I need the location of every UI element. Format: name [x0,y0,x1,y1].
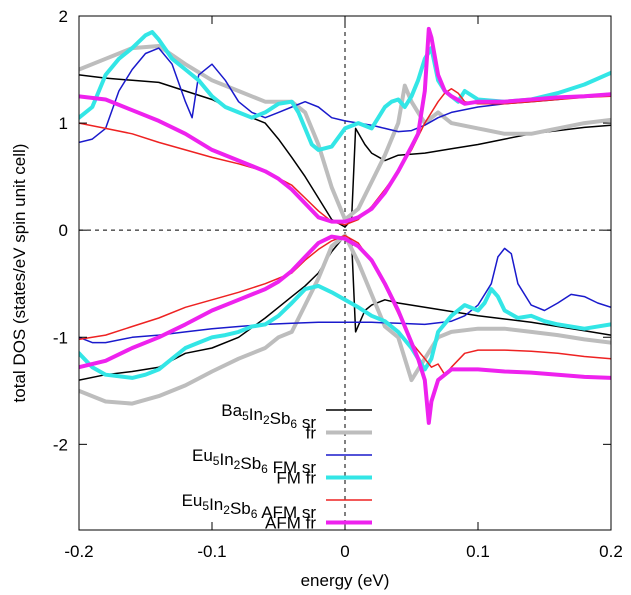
legend-label-ba5in2sb6-sr: Ba5In2Sb6 sr [221,401,316,432]
y-tick-label: 1 [59,114,68,133]
legend-label-eu5in2sb6-fm-sr: Eu5In2Sb6 FM sr [192,446,316,477]
series-line-eu5in2sb6-afm-sr-up [79,88,611,226]
x-tick-label: -0.2 [64,542,93,561]
series-line-eu5in2sb6-fm-sr-up [79,47,611,144]
series-line-afm-fr-up [79,26,611,224]
x-axis-title: energy (eV) [301,571,390,590]
series-line-fr-down [79,233,611,406]
x-tick-label: -0.1 [197,542,226,561]
x-tick-label: 0.2 [599,542,623,561]
series-line-fr-up [79,44,611,222]
legend-label-eu5in2sb6-afm-sr: Eu5In2Sb6 AFM sr [182,491,317,522]
legend-label-fm-fr: FM fr [276,469,316,488]
y-axis-title: total DOS (states/eV spin unit cell) [10,144,29,403]
y-tick-label: -1 [53,328,68,347]
y-tick-label: 2 [59,7,68,26]
y-tick-label: -2 [53,435,68,454]
series-line-fm-fr-down [79,283,611,380]
series-line-eu5in2sb6-fm-sr-down [79,247,611,344]
series-layer [79,26,611,425]
legend-label-afm-fr: AFM fr [265,514,316,533]
x-tick-label: 0.1 [466,542,490,561]
x-tick-label: 0 [340,542,349,561]
legend-label-fr: fr [306,424,317,443]
series-line-afm-fr-down [79,234,611,425]
reference-lines [79,16,611,530]
y-tick-label: 0 [59,221,68,240]
